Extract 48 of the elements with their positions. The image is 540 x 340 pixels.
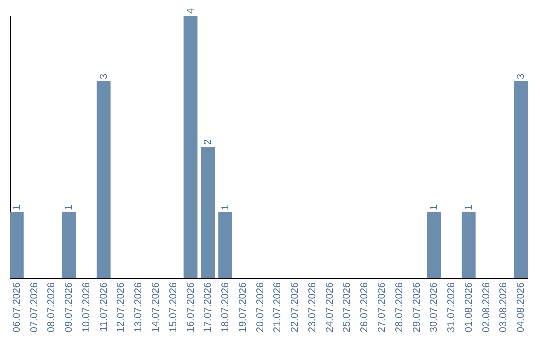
x-tick-label: 06.07.2026 (12, 282, 23, 333)
x-tick-label: 01.08.2026 (464, 282, 475, 333)
data-label: 1 (429, 204, 440, 210)
bar (201, 147, 216, 278)
bar (514, 82, 528, 278)
data-label: 2 (203, 139, 214, 145)
x-tick-label: 17.07.2026 (203, 282, 214, 333)
x-tick-label: 04.08.2026 (516, 282, 528, 333)
x-tick-label: 22.07.2026 (290, 282, 302, 333)
x-tick-label: 03.08.2026 (498, 282, 510, 333)
x-tick-label: 19.07.2026 (238, 282, 249, 333)
x-tick-label: 28.07.2026 (394, 282, 406, 333)
bar (462, 212, 476, 278)
data-label: 4 (186, 8, 197, 14)
data-label: 3 (98, 74, 110, 80)
x-tick-label: 15.07.2026 (168, 282, 180, 333)
data-label: 1 (464, 204, 475, 210)
x-tick-label: 13.07.2026 (134, 282, 145, 333)
x-tick-label: 25.07.2026 (342, 282, 354, 333)
x-tick-label: 14.07.2026 (151, 282, 162, 333)
x-tick-label: 16.07.2026 (186, 282, 197, 333)
x-tick-label: 21.07.2026 (272, 282, 284, 333)
x-tick-label: 30.07.2026 (429, 282, 440, 333)
x-tick-label: 24.07.2026 (324, 282, 336, 333)
x-tick-label: 27.07.2026 (376, 282, 388, 333)
x-tick-label: 09.07.2026 (64, 282, 76, 333)
bar (184, 16, 198, 278)
data-label: 1 (64, 204, 76, 210)
x-tick-label: 12.07.2026 (116, 282, 128, 333)
x-tick-label: 07.07.2026 (29, 282, 40, 333)
data-label: 1 (220, 204, 232, 210)
x-tick-label: 10.07.2026 (81, 282, 92, 333)
bar (427, 212, 442, 278)
x-tick-label: 18.07.2026 (220, 282, 232, 333)
x-tick-label: 26.07.2026 (360, 282, 371, 333)
bar (62, 212, 76, 278)
x-tick-label: 29.07.2026 (412, 282, 423, 333)
x-tick-label: 02.08.2026 (481, 282, 492, 333)
x-tick-label: 31.07.2026 (446, 282, 458, 333)
bar (96, 82, 111, 278)
x-tick-label: 20.07.2026 (255, 282, 266, 333)
data-label: 1 (12, 204, 23, 210)
x-tick-label: 11.07.2026 (98, 282, 110, 332)
bar (10, 212, 24, 278)
bar (218, 212, 232, 278)
x-tick-label: 08.07.2026 (46, 282, 58, 333)
x-tick-label: 23.07.2026 (307, 282, 318, 333)
data-label: 3 (516, 74, 528, 80)
